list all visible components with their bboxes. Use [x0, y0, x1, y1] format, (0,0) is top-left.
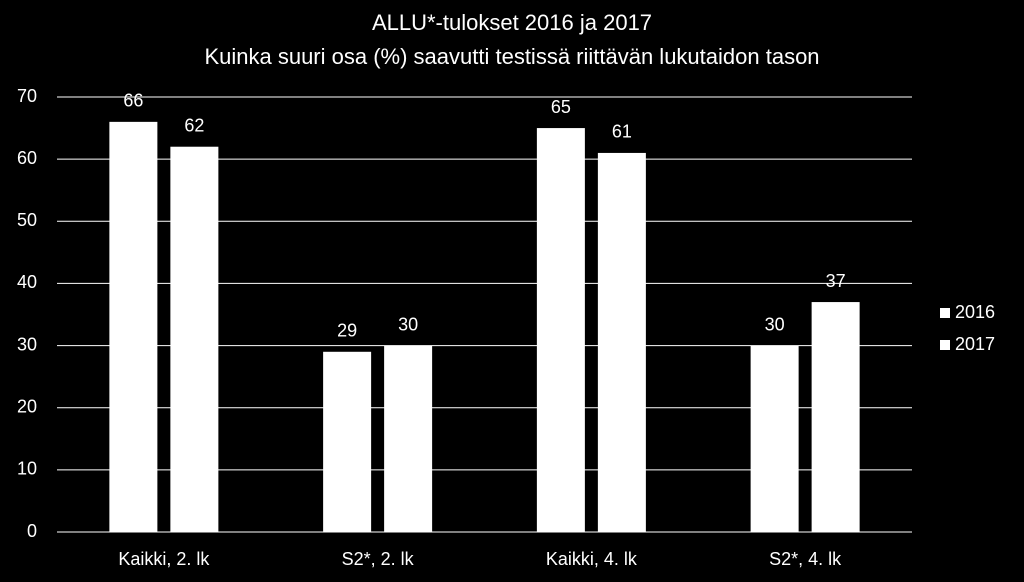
x-tick-label: S2*, 4. lk	[769, 549, 842, 569]
data-label: 61	[612, 122, 632, 142]
bar	[536, 128, 585, 533]
bar	[811, 302, 860, 532]
y-tick-label: 70	[17, 86, 37, 106]
data-label: 30	[765, 314, 785, 334]
y-tick-label: 20	[17, 396, 37, 416]
y-tick-label: 40	[17, 272, 37, 292]
legend-swatch	[940, 340, 950, 350]
y-tick-label: 50	[17, 210, 37, 230]
bar	[109, 121, 158, 532]
y-tick-label: 30	[17, 334, 37, 354]
x-tick-label: Kaikki, 2. lk	[118, 549, 210, 569]
bar	[323, 351, 372, 532]
bar	[597, 152, 646, 532]
legend-swatch	[940, 308, 950, 318]
data-label: 29	[337, 321, 357, 341]
data-label: 65	[551, 97, 571, 117]
y-tick-label: 0	[27, 521, 37, 541]
x-tick-label: Kaikki, 4. lk	[546, 549, 638, 569]
legend-label: 2017	[955, 334, 995, 354]
data-label: 37	[826, 271, 846, 291]
y-tick-label: 10	[17, 459, 37, 479]
x-tick-label: S2*, 2. lk	[342, 549, 415, 569]
legend-label: 2016	[955, 302, 995, 322]
bar	[170, 146, 219, 532]
data-label: 62	[184, 115, 204, 135]
chart-title: ALLU*-tulokset 2016 ja 2017	[372, 10, 652, 35]
y-tick-label: 60	[17, 148, 37, 168]
data-label: 66	[123, 91, 143, 111]
bar	[750, 345, 799, 532]
chart-subtitle: Kuinka suuri osa (%) saavutti testissä r…	[204, 44, 819, 69]
data-label: 30	[398, 314, 418, 334]
bar	[384, 345, 433, 532]
